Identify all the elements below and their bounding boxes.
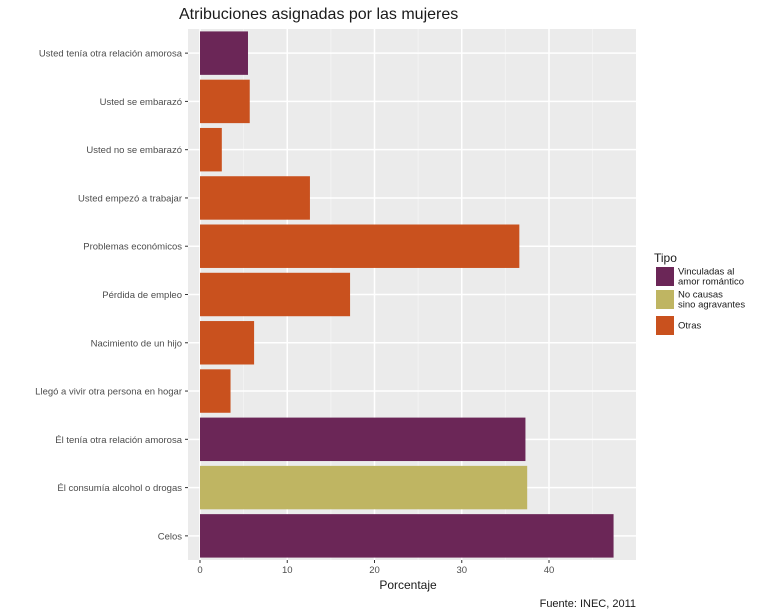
- bar: [200, 31, 248, 75]
- y-tick-label: Problemas económicos: [83, 242, 182, 253]
- x-axis-title: Porcentaje: [379, 578, 437, 592]
- x-tick-label: 10: [282, 565, 293, 576]
- legend-key: [656, 290, 674, 309]
- bar: [200, 272, 351, 317]
- legend-label: No causas: [678, 290, 723, 301]
- x-tick-label: 0: [197, 565, 202, 576]
- y-tick-label: Usted tenía otra relación amorosa: [39, 49, 183, 60]
- legend-title: Tipo: [654, 251, 677, 265]
- bar: [200, 514, 614, 558]
- bar: [200, 79, 250, 124]
- legend-label: Otras: [678, 321, 701, 332]
- legend-label: amor romántico: [678, 277, 744, 288]
- y-axis: Usted tenía otra relación amorosa Usted s…: [35, 49, 188, 542]
- x-axis: 0 10 20 30 40: [197, 560, 554, 576]
- y-tick-label: Él tenía otra relación amorosa: [55, 435, 182, 446]
- bar: [200, 127, 222, 172]
- legend-label: Vinculadas al: [678, 267, 734, 278]
- y-tick-label: Usted no se embarazó: [86, 145, 182, 156]
- y-tick-label: Pérdida de empleo: [102, 290, 182, 301]
- y-tick-label: Usted se embarazó: [100, 97, 182, 108]
- bar: [200, 369, 231, 413]
- x-tick-label: 40: [544, 565, 555, 576]
- bar: [200, 417, 526, 462]
- source-caption: Fuente: INEC, 2011: [540, 598, 636, 610]
- legend-key: [656, 316, 674, 335]
- y-tick-label: Nacimiento de un hijo: [91, 338, 182, 349]
- bar: [200, 176, 310, 220]
- bar: [200, 224, 520, 268]
- chart-title: Atribuciones asignadas por las mujeres: [179, 6, 458, 23]
- y-tick-label: Usted empezó a trabajar: [78, 193, 182, 204]
- bars: [200, 31, 614, 558]
- y-tick-label: Él consumía alcohol o drogas: [57, 483, 182, 494]
- legend-key: [656, 267, 674, 286]
- x-tick-label: 20: [369, 565, 380, 576]
- bar: [200, 465, 528, 510]
- y-tick-label: Celos: [158, 531, 183, 542]
- legend-label: sino agravantes: [678, 300, 745, 311]
- y-tick-label: Llegó a vivir otra persona en hogar: [35, 387, 182, 398]
- bar: [200, 321, 255, 365]
- x-tick-label: 30: [456, 565, 467, 576]
